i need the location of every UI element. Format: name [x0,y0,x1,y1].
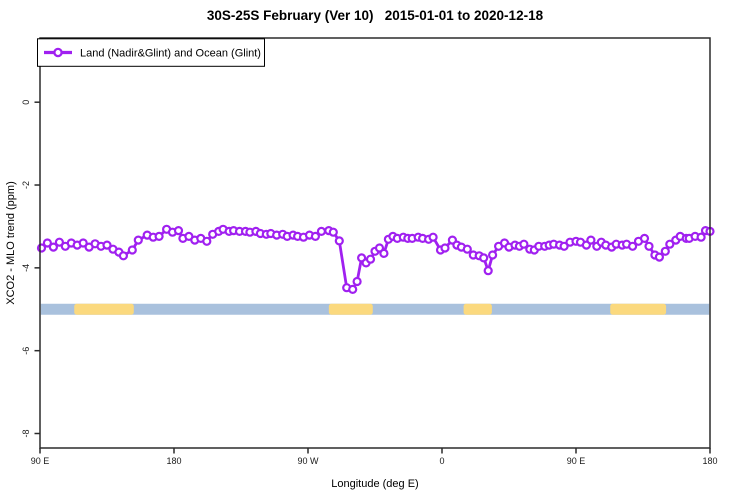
data-point [519,239,529,249]
data-point [334,236,344,246]
data-point [127,245,137,255]
data-point [665,239,675,249]
data-point [328,227,338,237]
data-point [627,241,638,251]
x-tick-label: 90 E [567,456,586,466]
data-point [348,284,358,294]
data-point [428,232,438,242]
y-tick-label: -2 [21,181,31,189]
legend-marker-icon [53,47,63,58]
x-tick-label: 0 [439,456,444,466]
data-point [48,242,59,252]
plot-border [39,37,711,449]
data-point [488,250,498,260]
data-point [644,241,654,251]
data-point [379,248,389,258]
y-tick-label: 0 [21,100,31,105]
data-point [42,238,53,248]
axis-tick-layer: 90 E 180 90 W 0 90 E 180 0 -2 -4 -6 -8 [21,100,718,466]
x-tick-label: 180 [166,456,181,466]
y-tick-label: -6 [21,347,31,355]
x-tick-label: 180 [702,456,717,466]
data-point [202,236,212,246]
legend-label: Land (Nadir&Glint) and Ocean (Glint) [80,48,261,60]
data-point [483,266,493,276]
data-point [559,241,569,251]
x-axis-title: Longitude (deg E) [331,478,418,490]
ocean-band [40,303,710,315]
data-point [173,226,184,236]
x-tick-label: 90 E [31,456,50,466]
data-point [54,237,65,247]
legend-box [37,38,265,67]
chart-title: 30S-25S February (Ver 10) 2015-01-01 to … [206,8,544,23]
x-tick-label: 90 W [297,456,319,466]
land-band-segment [463,303,492,315]
land-band-segment [610,303,667,315]
land-ocean-band-layer [40,303,710,315]
legend: Land (Nadir&Glint) and Ocean (Glint) [37,38,265,67]
y-tick-label: -8 [21,429,31,437]
data-point [639,233,650,243]
data-point [479,253,489,263]
data-point [586,235,596,245]
data-point [660,246,670,256]
data-point [154,231,164,241]
data-point [102,240,112,250]
data-point [696,232,706,242]
land-band-segment [74,303,134,315]
data-point [365,254,376,264]
data-point [118,251,129,261]
land-band-segment [328,303,373,315]
data-point [654,252,665,262]
data-point [462,244,472,254]
data-series-layer [36,224,715,294]
data-point [78,238,88,248]
y-tick-label: -4 [21,264,31,272]
data-point [133,235,143,245]
data-point [310,231,320,241]
y-axis-title: XCO2 - MLO trend (ppm) [5,181,17,304]
data-point [440,243,450,253]
data-point [352,276,362,287]
data-point [316,226,326,236]
